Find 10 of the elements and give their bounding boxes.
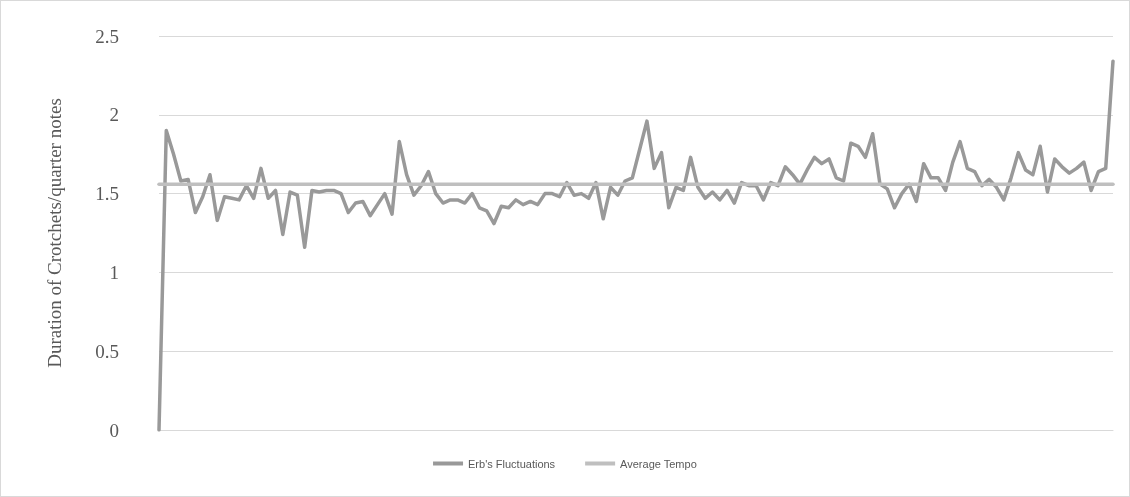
y-axis-title: Duration of Crotchets/quarter notes [44, 98, 65, 368]
y-tick-label: 2 [109, 104, 119, 126]
y-tick-label: 0.5 [95, 340, 119, 362]
legend-label: Average Tempo [620, 457, 697, 470]
y-tick-label: 0 [109, 419, 119, 441]
y-tick-label: 1 [109, 261, 119, 283]
y-tick-label: 1.5 [95, 183, 119, 205]
y-tick-label: 2.5 [95, 25, 119, 47]
line-series [157, 59, 1115, 432]
legend-label: Erb's Fluctuations [468, 457, 556, 470]
